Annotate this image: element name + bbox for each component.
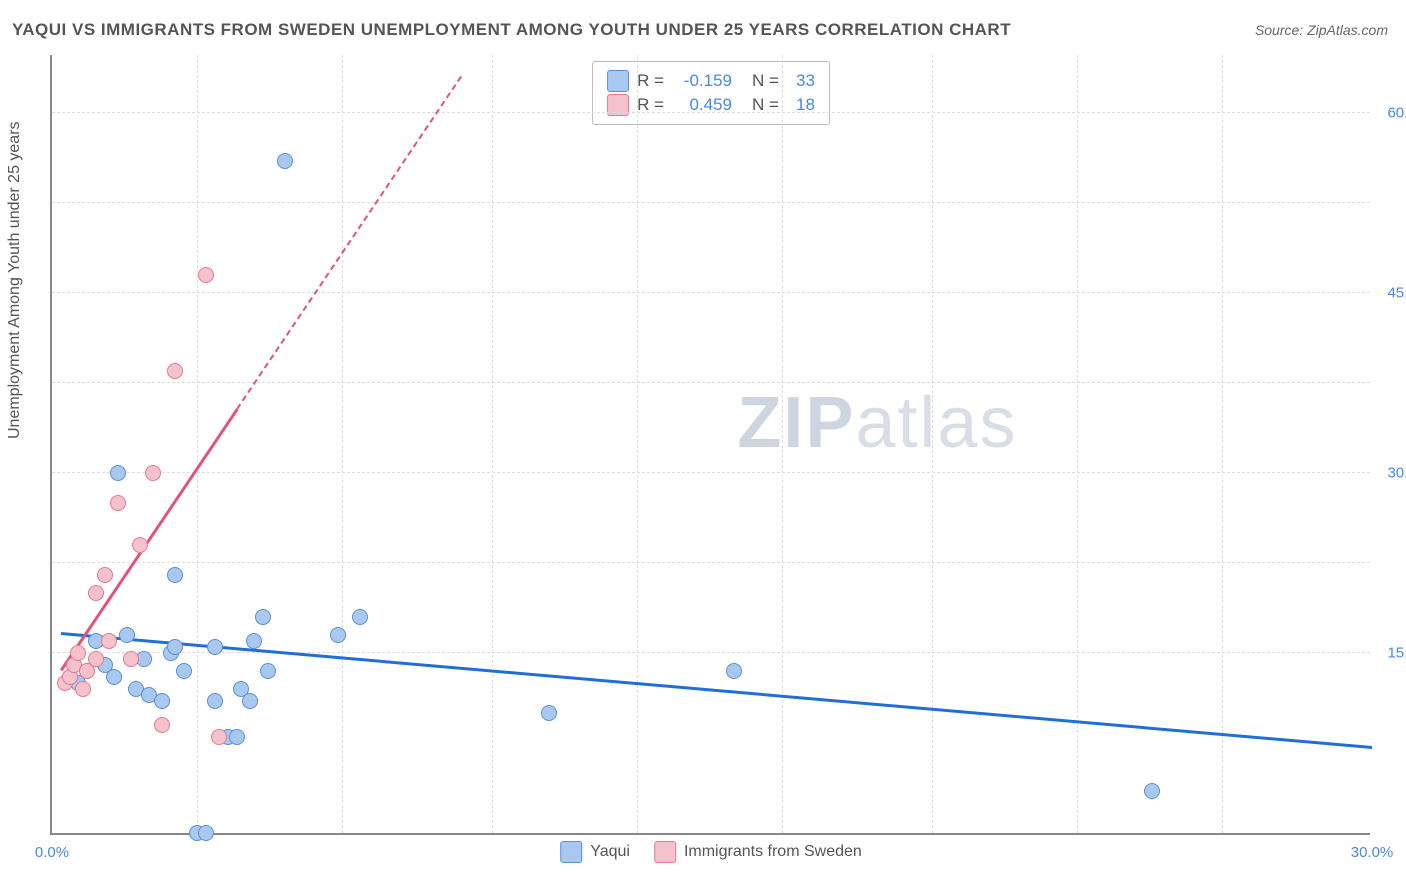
watermark-bold: ZIP: [737, 383, 855, 463]
data-point: [207, 693, 223, 709]
grid-line-horizontal: [52, 472, 1370, 473]
trend-line: [236, 75, 462, 409]
grid-line-horizontal-minor: [52, 382, 1370, 383]
trend-line: [60, 408, 238, 670]
y-tick-label: 45.0%: [1380, 285, 1406, 302]
data-point: [145, 465, 161, 481]
data-point: [167, 639, 183, 655]
data-point: [110, 495, 126, 511]
data-point: [154, 717, 170, 733]
grid-line-vertical: [492, 55, 493, 833]
y-tick-label: 60.0%: [1380, 105, 1406, 122]
data-point: [167, 567, 183, 583]
data-point: [70, 645, 86, 661]
data-point: [132, 537, 148, 553]
data-point: [198, 825, 214, 841]
data-point: [88, 651, 104, 667]
legend-swatch: [607, 70, 629, 92]
y-axis-label: Unemployment Among Youth under 25 years: [6, 121, 24, 439]
source-label: Source: ZipAtlas.com: [1255, 22, 1388, 38]
plot-area: ZIPatlas R =-0.159N =33R =0.459N =18 Yaq…: [50, 55, 1370, 835]
grid-line-vertical: [1222, 55, 1223, 833]
legend-swatch: [654, 841, 676, 863]
grid-line-vertical: [342, 55, 343, 833]
data-point: [97, 567, 113, 583]
data-point: [1144, 783, 1160, 799]
data-point: [242, 693, 258, 709]
legend-swatch: [560, 841, 582, 863]
data-point: [246, 633, 262, 649]
legend-series-label: Yaqui: [590, 843, 630, 861]
grid-line-horizontal-minor: [52, 202, 1370, 203]
legend-correlation-row: R = -0.159 N = 33: [607, 70, 815, 92]
data-point: [255, 609, 271, 625]
grid-line-vertical: [197, 55, 198, 833]
data-point: [211, 729, 227, 745]
grid-line-horizontal-minor: [52, 562, 1370, 563]
data-point: [207, 639, 223, 655]
data-point: [726, 663, 742, 679]
legend-series-label: Immigrants from Sweden: [684, 843, 862, 861]
legend-n-value: 33: [787, 71, 815, 91]
watermark-light: atlas: [855, 383, 1017, 463]
data-point: [541, 705, 557, 721]
x-tick-label: 30.0%: [1351, 844, 1394, 861]
data-point: [167, 363, 183, 379]
data-point: [154, 693, 170, 709]
grid-line-vertical: [1077, 55, 1078, 833]
legend-r-value: -0.159: [672, 71, 732, 91]
data-point: [119, 627, 135, 643]
x-tick-label: 0.0%: [35, 844, 69, 861]
grid-line-vertical: [637, 55, 638, 833]
grid-line-horizontal: [52, 112, 1370, 113]
data-point: [352, 609, 368, 625]
legend-r-label: R =: [637, 71, 664, 91]
grid-line-vertical: [932, 55, 933, 833]
y-tick-label: 30.0%: [1380, 465, 1406, 482]
grid-line-vertical: [782, 55, 783, 833]
data-point: [260, 663, 276, 679]
data-point: [88, 585, 104, 601]
y-tick-label: 15.0%: [1380, 645, 1406, 662]
data-point: [198, 267, 214, 283]
trend-line: [61, 632, 1372, 749]
data-point: [106, 669, 122, 685]
data-point: [75, 681, 91, 697]
data-point: [110, 465, 126, 481]
grid-line-horizontal: [52, 652, 1370, 653]
data-point: [229, 729, 245, 745]
data-point: [123, 651, 139, 667]
data-point: [277, 153, 293, 169]
legend-correlation: R =-0.159N =33R =0.459N =18: [592, 61, 830, 125]
chart-title: YAQUI VS IMMIGRANTS FROM SWEDEN UNEMPLOY…: [12, 20, 1011, 40]
data-point: [330, 627, 346, 643]
data-point: [176, 663, 192, 679]
legend-series-item: Yaqui: [560, 841, 630, 863]
legend-series-item: Immigrants from Sweden: [654, 841, 862, 863]
grid-line-horizontal: [52, 292, 1370, 293]
data-point: [101, 633, 117, 649]
legend-series: Yaqui Immigrants from Sweden: [560, 841, 862, 863]
legend-n-label: N =: [752, 71, 779, 91]
watermark: ZIPatlas: [737, 382, 1017, 464]
